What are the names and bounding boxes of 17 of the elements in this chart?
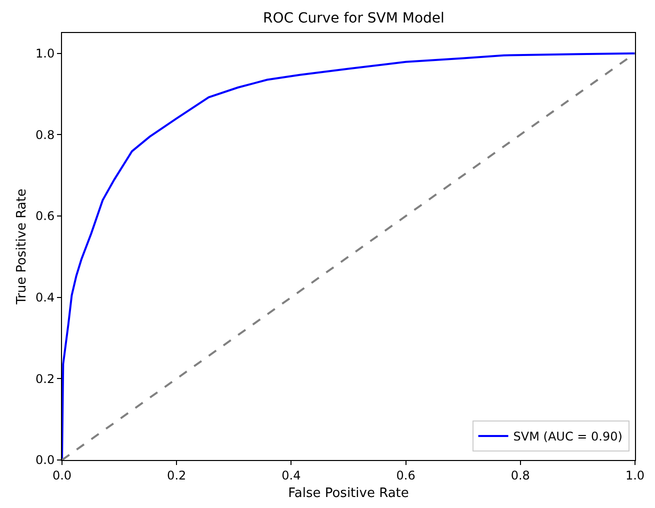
y-axis-title: True Positive Rate <box>14 188 30 306</box>
x-tick-label: 1.0 <box>625 468 645 482</box>
line-series <box>62 52 635 460</box>
x-tick-label: 0.0 <box>52 468 72 482</box>
chart-title: ROC Curve for SVM Model <box>262 10 444 26</box>
x-tick-label: 0.2 <box>167 468 186 482</box>
x-tick-label: 0.4 <box>282 468 301 482</box>
y-tick-label: 0.4 <box>36 290 55 305</box>
legend-label: SVM (AUC = 0.90) <box>513 430 622 444</box>
y-tick-label: 0.0 <box>36 453 55 468</box>
y-tick-label: 0.6 <box>36 209 55 224</box>
x-tick-label: 0.6 <box>396 468 416 482</box>
x-axis-title: False Positive Rate <box>288 486 409 501</box>
y-tick-label: 0.2 <box>36 372 55 386</box>
x-tick-label: 0.8 <box>510 468 530 482</box>
y-tick-label: 1.0 <box>36 46 55 61</box>
y-tick-label: 0.8 <box>36 128 55 142</box>
